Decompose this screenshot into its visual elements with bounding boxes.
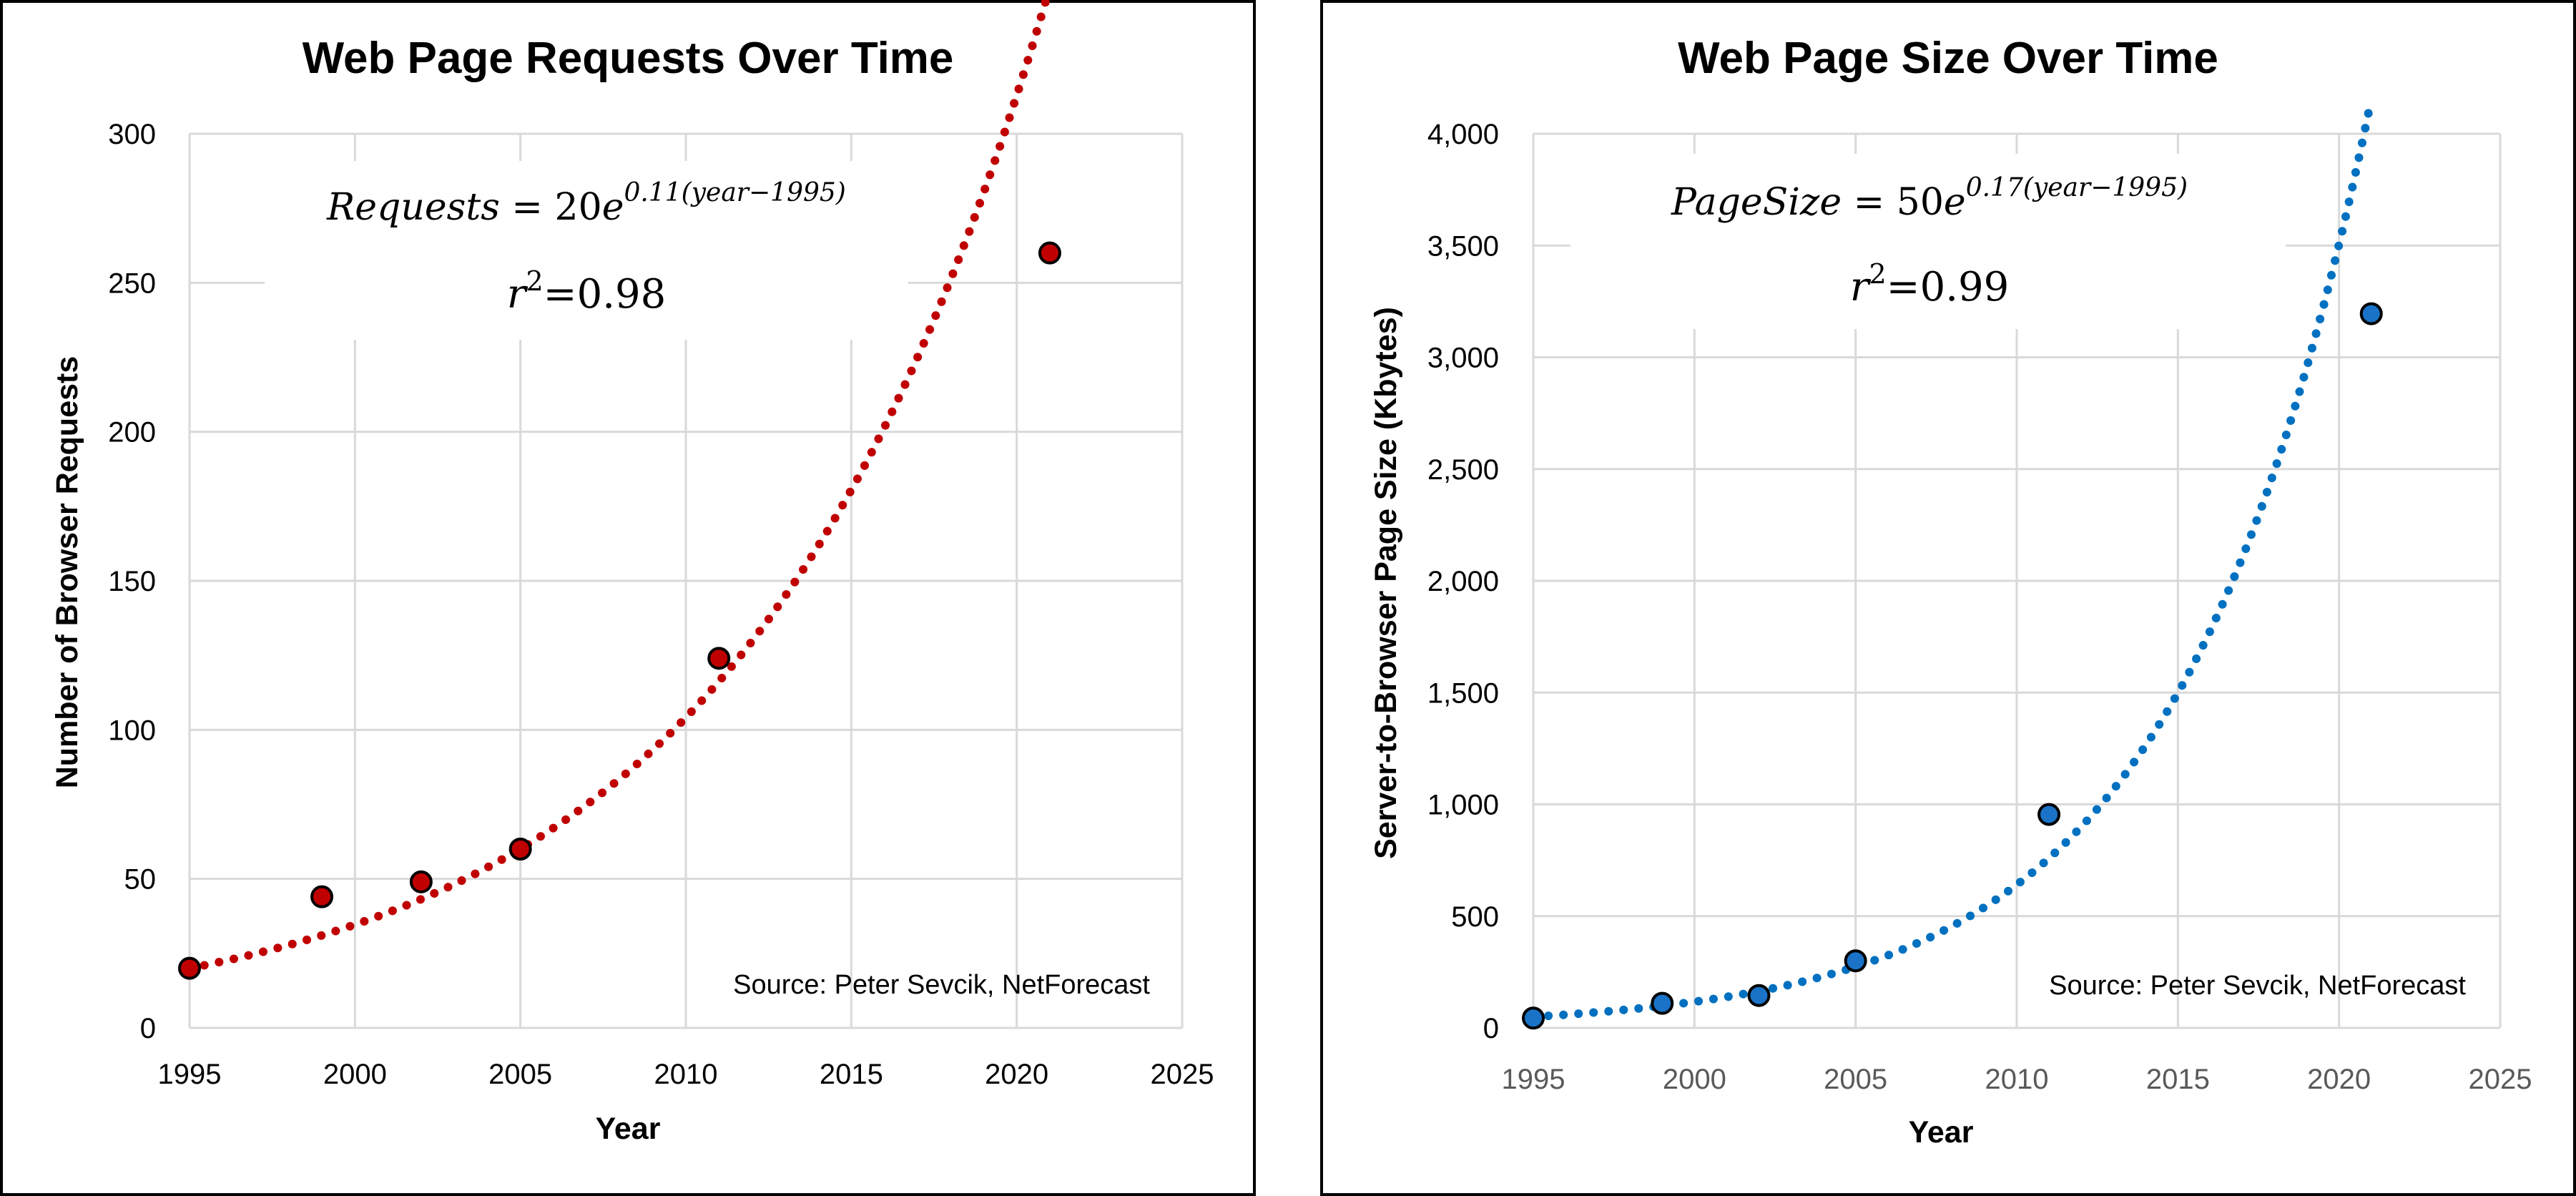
equation-background	[265, 161, 908, 340]
x-tick-label: 2010	[654, 1059, 718, 1090]
equation-base: e	[602, 186, 624, 229]
data-point	[508, 838, 532, 861]
chart-panel-page-size: PageSize = 50e0.17(year−1995) r2=0.99 0 5…	[1320, 0, 2576, 1196]
r-superscript: 2	[1869, 258, 1886, 290]
data-point	[2037, 803, 2061, 826]
x-tick-label: 1995	[1502, 1064, 1565, 1095]
x-tick-label: 2025	[2469, 1064, 2532, 1095]
r-superscript: 2	[526, 265, 543, 297]
y-tick-label: 2,000	[1427, 566, 1499, 597]
x-axis-label: Year	[1909, 1115, 1974, 1150]
data-point	[178, 956, 201, 980]
r-symbol: r	[1850, 264, 1872, 310]
x-tick-label: 2000	[323, 1059, 387, 1090]
equation-lhs: Requests	[326, 186, 500, 229]
x-tick-label: 2025	[1151, 1059, 1214, 1090]
x-tick-label: 2015	[820, 1059, 883, 1090]
x-tick-label: 2000	[1663, 1064, 1726, 1095]
y-tick-label: 100	[108, 715, 156, 746]
x-tick-label: 2010	[1985, 1064, 2049, 1095]
data-point	[707, 647, 731, 670]
data-point	[1747, 984, 1771, 1007]
r-squared: r2=0.98	[507, 265, 667, 318]
trend-equation: Requests = 20e0.11(year−1995)	[326, 178, 846, 229]
x-axis-ticks: 1995 2000 2005 2010 2015 2020 2025	[1502, 1064, 2532, 1095]
y-tick-label: 200	[108, 417, 156, 448]
x-tick-label: 2020	[2307, 1064, 2371, 1095]
y-tick-label: 500	[1451, 901, 1499, 933]
y-tick-label: 50	[124, 864, 157, 896]
r-squared: r2=0.99	[1850, 258, 2010, 310]
equation-background	[1570, 154, 2286, 329]
r-squared-value: =0.99	[1887, 264, 2010, 310]
x-axis-ticks: 1995 2000 2005 2010 2015 2020 2025	[158, 1059, 1214, 1090]
equation-base: e	[1944, 181, 1966, 224]
y-tick-label: 1,500	[1427, 677, 1499, 709]
y-axis-label: Server-to-Browser Page Size (Kbytes)	[1369, 307, 1403, 859]
requests-chart: Requests = 20e0.11(year−1995) r2=0.98 0 5…	[0, 0, 1256, 1196]
equation-box: PageSize = 50e0.17(year−1995) r2=0.99	[1570, 154, 2286, 329]
x-tick-label: 2005	[488, 1059, 552, 1090]
source-note: Source: Peter Sevcik, NetForecast	[2049, 971, 2466, 1001]
trendline-path	[185, 0, 1051, 973]
r-squared-value: =0.98	[544, 271, 667, 318]
y-axis-ticks: 0 50 100 150 200 250 300	[108, 119, 156, 1044]
data-point	[310, 885, 334, 908]
trend-equation: PageSize = 50e0.17(year−1995)	[1671, 173, 2188, 224]
data-points	[178, 241, 1061, 980]
page-size-chart: PageSize = 50e0.17(year−1995) r2=0.99 0 5…	[1320, 0, 2576, 1196]
x-tick-label: 2020	[985, 1059, 1048, 1090]
y-tick-label: 0	[140, 1013, 156, 1044]
y-tick-label: 150	[108, 566, 156, 597]
equation-exponent: 0.17(year−1995)	[1966, 173, 2188, 202]
equation-exponent: 0.11(year−1995)	[624, 178, 846, 207]
equation-equals: =	[1842, 181, 1897, 224]
trendline	[185, 0, 1051, 973]
source-note: Source: Peter Sevcik, NetForecast	[733, 970, 1150, 1000]
x-axis-label: Year	[596, 1112, 661, 1146]
chart-title: Web Page Requests Over Time	[303, 34, 954, 83]
data-point	[1038, 241, 1061, 265]
equation-coefficient: 20	[555, 186, 602, 229]
equation-equals: =	[500, 186, 555, 229]
y-tick-label: 0	[1483, 1013, 1499, 1044]
x-tick-label: 2015	[2146, 1064, 2210, 1095]
data-point	[409, 870, 433, 893]
x-tick-label: 1995	[158, 1059, 222, 1090]
equation-coefficient: 50	[1897, 181, 1944, 224]
y-tick-label: 3,000	[1427, 343, 1499, 374]
chart-panel-requests: Requests = 20e0.11(year−1995) r2=0.98 0 5…	[0, 0, 1256, 1196]
y-tick-label: 300	[108, 119, 156, 150]
y-tick-label: 4,000	[1427, 119, 1499, 150]
equation-box: Requests = 20e0.11(year−1995) r2=0.98	[265, 161, 908, 340]
data-point	[1844, 949, 1867, 973]
y-tick-label: 250	[108, 268, 156, 299]
y-axis-ticks: 0 500 1,000 1,500 2,000 2,500 3,000 3,500 4,000	[1427, 119, 1499, 1044]
r-symbol: r	[507, 271, 529, 318]
data-point	[1651, 991, 1674, 1015]
x-tick-label: 2005	[1824, 1064, 1887, 1095]
y-tick-label: 1,000	[1427, 790, 1499, 821]
equation-lhs: PageSize	[1671, 181, 1842, 224]
data-point	[1522, 1006, 1545, 1030]
data-point	[2359, 302, 2383, 325]
y-tick-label: 2,500	[1427, 454, 1499, 486]
y-axis-label: Number of Browser Requests	[50, 356, 84, 789]
chart-title: Web Page Size Over Time	[1678, 34, 2218, 83]
y-tick-label: 3,500	[1427, 230, 1499, 262]
data-points	[1522, 302, 2383, 1030]
